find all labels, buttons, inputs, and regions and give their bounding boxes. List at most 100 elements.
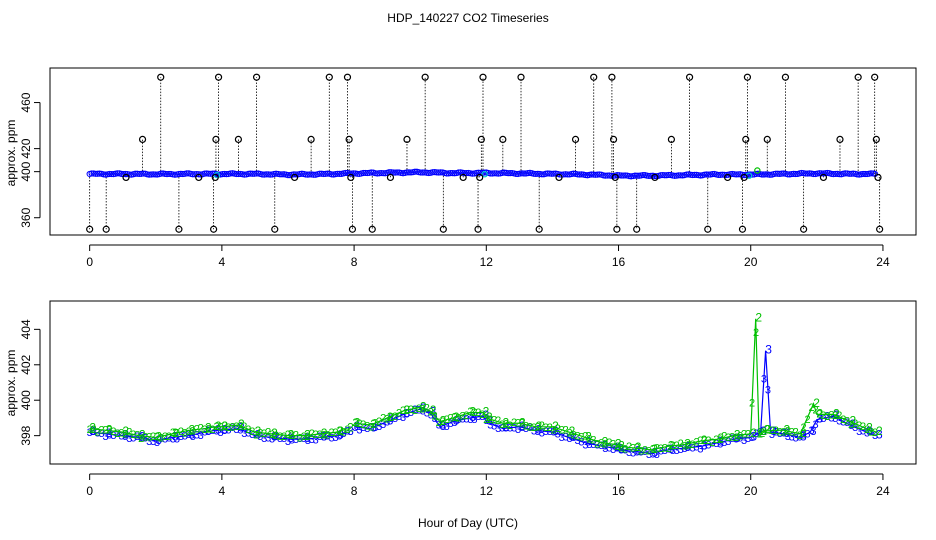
baseline-point [774,170,781,177]
series-3-marker: 3 [154,437,160,449]
series-3-point-label: 3 [222,422,229,436]
series-2-marker: 2 [543,422,549,434]
series-3-marker: 3 [380,419,386,431]
series-2-marker: 2 [388,412,394,424]
baseline-point [784,171,791,178]
series-3-marker: 3 [789,431,795,443]
series-3-marker: 3 [808,425,814,437]
baseline-point [455,169,462,176]
top-x-axis: 0 4 8 12 16 20 24 [86,244,890,269]
baseline-point [512,170,520,178]
series-3-marker: 3 [170,433,176,445]
series-3-point-label: 3 [188,428,195,442]
baseline-point [516,170,524,177]
series-3-marker: 3 [428,409,434,421]
outlier-point [611,173,619,182]
series-2-marker: 2 [416,403,422,415]
series-2-marker: 2 [535,422,541,434]
baseline-point [316,170,323,177]
series-2-marker: 2 [253,429,259,441]
baseline-point [106,170,113,178]
series-2-point-label: 2 [122,424,129,438]
outlier-point [175,225,183,233]
series-3-marker: 3 [856,426,862,438]
baseline-point [157,170,165,177]
series-3-point-label: 3 [354,419,361,433]
baseline-point [136,170,143,178]
series-2-marker: 2 [194,424,200,436]
series-3-marker: 3 [773,426,779,438]
series-2-point-label: 2 [222,419,229,433]
series-2-marker: 2 [725,432,731,444]
series-3-marker: 3 [781,427,787,439]
baseline-point [778,170,785,177]
series-2-point-label: 2 [370,417,377,431]
baseline-point [867,170,875,177]
series-3-marker: 3 [325,430,331,442]
series-2-marker: 2 [571,430,577,442]
series-3-marker: 3 [471,414,477,426]
baseline-point [608,172,615,179]
baseline-point [362,169,369,177]
series-2-marker: 2 [598,438,604,450]
series-3-marker: 3 [142,432,148,444]
series-3-marker: 3 [285,436,291,448]
series-3-marker: 3 [217,427,223,439]
series-2-marker: 2 [91,424,97,436]
bottom-x-axis: 0 4 8 12 16 20 24 [86,473,890,498]
series-3-marker: 3 [146,436,152,448]
baseline-point [380,170,387,177]
baseline-point [798,169,805,177]
series-2-marker: 2 [781,426,787,438]
series-2-marker: 2 [424,403,430,415]
series-2-point-label: 2 [813,396,820,410]
series-2-marker: 2 [475,407,481,419]
baseline-point [368,169,375,176]
baseline-point [475,169,482,176]
outlier-point [325,73,333,81]
baseline-point [675,172,682,179]
baseline-point [792,170,799,178]
outlier-point [667,135,676,144]
series-3-marker: 3 [233,424,239,436]
series-3-marker: 3 [535,426,541,438]
baseline-point [645,172,653,180]
series-3-marker: 3 [594,439,600,451]
baseline-point [276,171,284,178]
series-3-point-label: 3 [876,428,883,442]
outlier-point [704,225,712,233]
series-2-marker: 2 [420,404,426,416]
outlier-point [459,173,467,182]
baseline-point [328,171,335,178]
series-2-marker: 2 [257,427,263,439]
series-3-marker: 3 [372,422,378,434]
series-3-marker: 3 [646,449,652,461]
outlier-point [212,135,220,144]
series-2-marker: 2 [769,425,775,437]
baseline-point [802,170,809,177]
baseline-point [548,170,555,177]
series-2-marker: 2 [864,424,870,436]
baseline-point [760,171,768,178]
series-3-marker: 3 [824,411,830,423]
series-3-marker: 3 [273,431,279,443]
series-2-marker: 2 [170,427,176,439]
series-2-marker: 2 [618,442,624,454]
series-3-marker: 3 [102,431,108,443]
series-2-marker: 2 [844,416,850,428]
top-x-tick-label: 0 [86,255,93,269]
series-2-marker: 2 [749,397,755,409]
series-2-marker: 2 [340,426,346,438]
series-2-point-label: 2 [89,421,96,435]
series-2-point-label: 2 [585,429,592,443]
series-3-point-label: 3 [536,422,543,436]
series-3-point-label: 3 [651,445,658,459]
baseline-point [306,171,313,178]
series-3-marker: 3 [523,423,529,435]
series-2-marker: 2 [872,427,878,439]
series-3-marker: 3 [634,447,640,459]
series-3-marker: 3 [253,430,259,442]
outlier-point [477,135,485,144]
series-3-marker: 3 [697,443,703,455]
series-2-marker: 2 [329,427,335,439]
